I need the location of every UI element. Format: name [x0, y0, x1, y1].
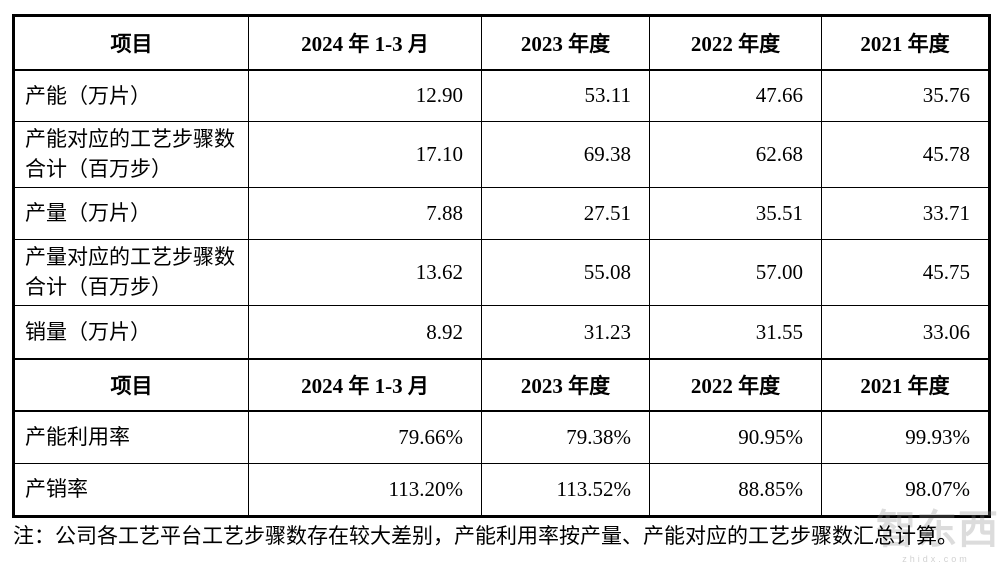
cell-value: 17.10 [248, 121, 482, 188]
cell-value: 35.76 [821, 69, 990, 122]
row-label: 产能（万片） [13, 69, 249, 122]
cell-value: 113.52% [481, 462, 650, 517]
table-row-output-steps: 产量对应的工艺步骤数合计（百万步） 13.62 55.08 57.00 45.7… [13, 238, 990, 306]
cell-value: 88.85% [649, 462, 822, 517]
header-2021: 2021 年度 [821, 358, 990, 413]
cell-value: 45.78 [821, 121, 990, 188]
cell-value: 113.20% [248, 462, 482, 517]
cell-value: 99.93% [821, 410, 990, 464]
cell-value: 33.06 [821, 304, 990, 360]
row-label: 产能对应的工艺步骤数合计（百万步） [13, 121, 249, 188]
cell-value: 45.75 [821, 238, 990, 306]
header-2023: 2023 年度 [481, 358, 650, 413]
footnote: 注：公司各工艺平台工艺步骤数存在较大差别，产能利用率按产量、产能对应的工艺步骤数… [13, 524, 958, 548]
cell-value: 7.88 [248, 186, 482, 240]
cell-value: 31.55 [649, 304, 822, 360]
cell-value: 8.92 [248, 304, 482, 360]
table-row-utilization-rate: 产能利用率 79.66% 79.38% 90.95% 99.93% [13, 410, 990, 464]
table-row-output: 产量（万片） 7.88 27.51 35.51 33.71 [13, 186, 990, 240]
table-row-capacity: 产能（万片） 12.90 53.11 47.66 35.76 [13, 69, 990, 122]
cell-value: 47.66 [649, 69, 822, 122]
cell-value: 31.23 [481, 304, 650, 360]
header-2021: 2021 年度 [821, 15, 990, 71]
cell-value: 57.00 [649, 238, 822, 306]
cell-value: 79.66% [248, 410, 482, 464]
row-label: 产量（万片） [13, 186, 249, 240]
header-2023: 2023 年度 [481, 15, 650, 71]
cell-value: 35.51 [649, 186, 822, 240]
header-2022: 2022 年度 [649, 358, 822, 413]
cell-value: 79.38% [481, 410, 650, 464]
table-header-row-2: 项目 2024 年 1-3 月 2023 年度 2022 年度 2021 年度 [13, 358, 990, 413]
header-2024q1: 2024 年 1-3 月 [248, 15, 482, 71]
header-item: 项目 [13, 15, 249, 71]
cell-value: 53.11 [481, 69, 650, 122]
cell-value: 13.62 [248, 238, 482, 306]
watermark-domain: zhidx.com [902, 554, 970, 564]
cell-value: 90.95% [649, 410, 822, 464]
row-label: 产销率 [13, 462, 249, 517]
table-row-capacity-steps: 产能对应的工艺步骤数合计（百万步） 17.10 69.38 62.68 45.7… [13, 121, 990, 188]
row-label: 产量对应的工艺步骤数合计（百万步） [13, 238, 249, 306]
header-2022: 2022 年度 [649, 15, 822, 71]
production-capacity-table: 项目 2024 年 1-3 月 2023 年度 2022 年度 2021 年度 … [12, 14, 991, 518]
header-item: 项目 [13, 358, 249, 413]
table-row-sales: 销量（万片） 8.92 31.23 31.55 33.06 [13, 304, 990, 360]
table-header-row-1: 项目 2024 年 1-3 月 2023 年度 2022 年度 2021 年度 [13, 15, 990, 71]
cell-value: 55.08 [481, 238, 650, 306]
row-label: 销量（万片） [13, 304, 249, 360]
cell-value: 27.51 [481, 186, 650, 240]
cell-value: 12.90 [248, 69, 482, 122]
header-2024q1: 2024 年 1-3 月 [248, 358, 482, 413]
row-label: 产能利用率 [13, 410, 249, 464]
cell-value: 98.07% [821, 462, 990, 517]
cell-value: 33.71 [821, 186, 990, 240]
table-row-sales-output-ratio: 产销率 113.20% 113.52% 88.85% 98.07% [13, 462, 990, 517]
cell-value: 62.68 [649, 121, 822, 188]
cell-value: 69.38 [481, 121, 650, 188]
